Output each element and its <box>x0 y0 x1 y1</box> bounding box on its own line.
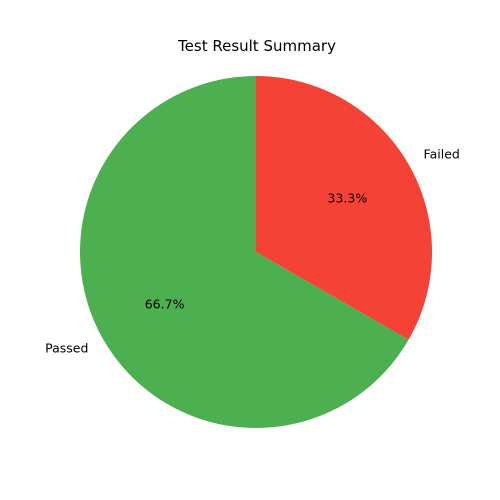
pie-slices <box>80 76 432 428</box>
pie-slice-passed <box>80 76 409 428</box>
slice-label-passed: Passed <box>45 340 88 355</box>
pie-slice-failed <box>256 76 432 340</box>
slice-label-failed: Failed <box>424 147 460 162</box>
chart-title: Test Result Summary <box>177 37 336 55</box>
pie-labels: Passed 66.7% Failed 33.3% <box>45 147 460 356</box>
slice-percent-passed: 66.7% <box>145 296 185 311</box>
slice-percent-failed: 33.3% <box>328 191 368 206</box>
